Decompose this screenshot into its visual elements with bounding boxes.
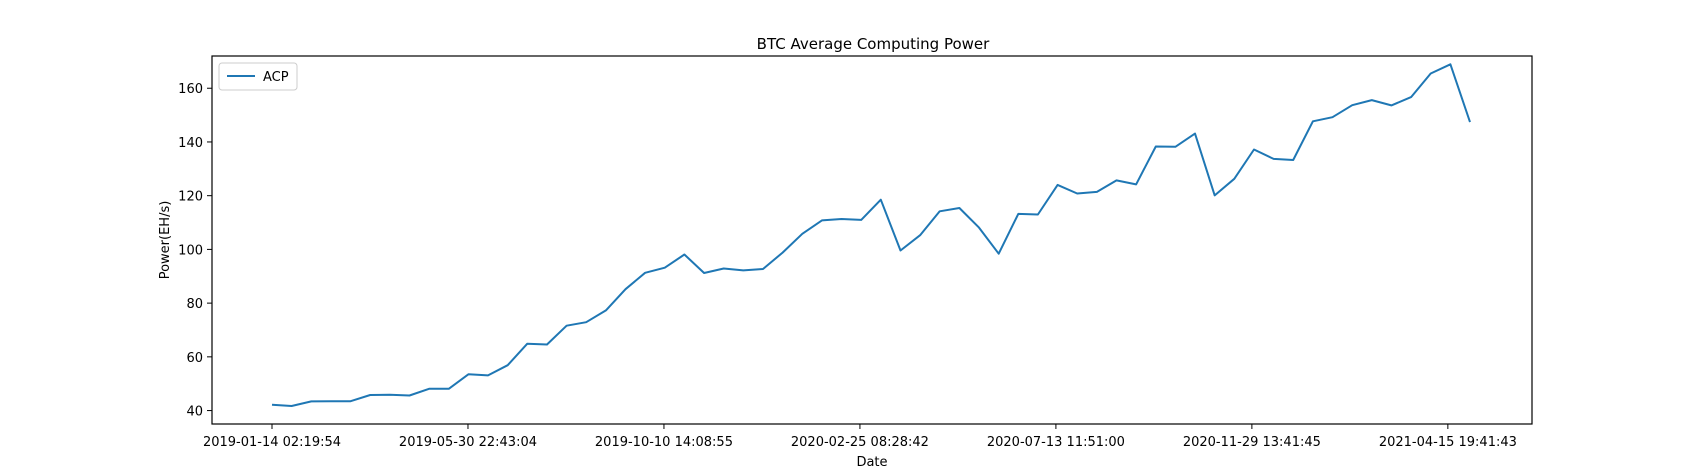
y-tick-label: 80 — [186, 297, 203, 312]
data-point — [487, 374, 489, 376]
data-point — [1390, 104, 1392, 106]
data-point — [880, 199, 882, 201]
plot-area — [212, 56, 1532, 424]
x-tick-label: 2020-02-25 08:28:42 — [791, 435, 929, 450]
data-point — [1332, 116, 1334, 118]
data-point — [546, 343, 548, 345]
data-point — [1135, 183, 1137, 185]
data-point — [742, 269, 744, 271]
x-tick-label: 2020-11-29 13:41:45 — [1183, 435, 1321, 450]
data-point — [958, 207, 960, 209]
data-point — [605, 309, 607, 311]
data-point — [1057, 184, 1059, 186]
data-point — [1076, 193, 1078, 195]
data-point — [350, 400, 352, 402]
data-point — [330, 400, 332, 402]
data-point — [644, 272, 646, 274]
x-tick-label: 2019-01-14 02:19:54 — [203, 435, 341, 450]
data-point — [369, 394, 371, 396]
data-point — [723, 267, 725, 269]
y-tick-label: 140 — [178, 136, 203, 151]
legend-label: ACP — [263, 70, 289, 85]
data-point — [664, 267, 666, 269]
data-point — [703, 272, 705, 274]
y-tick-label: 60 — [186, 351, 203, 366]
y-tick-label: 120 — [178, 190, 203, 205]
data-point — [801, 233, 803, 235]
data-point — [625, 288, 627, 290]
data-point — [683, 254, 685, 256]
data-point — [1253, 148, 1255, 150]
data-point — [526, 343, 528, 345]
data-point — [978, 227, 980, 229]
data-point — [1449, 63, 1451, 65]
data-point — [860, 219, 862, 221]
data-point — [271, 404, 273, 406]
x-axis-title: Date — [856, 455, 887, 470]
data-point — [1430, 72, 1432, 74]
data-point — [899, 249, 901, 251]
data-point — [1351, 104, 1353, 106]
y-axis-title: Power(EH/s) — [158, 201, 173, 280]
data-point — [1273, 158, 1275, 160]
data-point — [919, 234, 921, 236]
data-point — [1155, 146, 1157, 148]
data-point — [998, 253, 1000, 255]
data-point — [939, 210, 941, 212]
x-tick-label: 2019-10-10 14:08:55 — [595, 435, 733, 450]
legend: ACP — [219, 63, 297, 90]
y-tick-label: 100 — [178, 243, 203, 258]
data-point — [310, 400, 312, 402]
data-point — [1233, 178, 1235, 180]
data-point — [389, 394, 391, 396]
data-point — [1017, 213, 1019, 215]
data-point — [566, 325, 568, 327]
x-tick-label: 2021-04-15 19:41:43 — [1379, 435, 1517, 450]
data-point — [1096, 191, 1098, 193]
data-point — [1292, 159, 1294, 161]
data-point — [1312, 120, 1314, 122]
data-point — [782, 252, 784, 254]
data-point — [467, 373, 469, 375]
data-point — [1469, 121, 1471, 123]
data-point — [507, 364, 509, 366]
y-tick-label: 160 — [178, 82, 203, 97]
x-tick-label: 2019-05-30 22:43:04 — [399, 435, 537, 450]
data-point — [1194, 133, 1196, 135]
data-point — [291, 405, 293, 407]
x-tick-label: 2020-07-13 11:51:00 — [987, 435, 1125, 450]
data-point — [428, 388, 430, 390]
data-point — [1115, 179, 1117, 181]
y-tick-label: 40 — [186, 405, 203, 420]
chart-title: BTC Average Computing Power — [757, 35, 991, 53]
data-point — [585, 321, 587, 323]
data-point — [448, 388, 450, 390]
data-point — [1037, 213, 1039, 215]
data-point — [1214, 194, 1216, 196]
data-point — [841, 218, 843, 220]
data-point — [1371, 99, 1373, 101]
data-point — [762, 268, 764, 270]
data-point — [1410, 96, 1412, 98]
data-point — [821, 219, 823, 221]
data-point — [1174, 146, 1176, 148]
data-point — [408, 395, 410, 397]
